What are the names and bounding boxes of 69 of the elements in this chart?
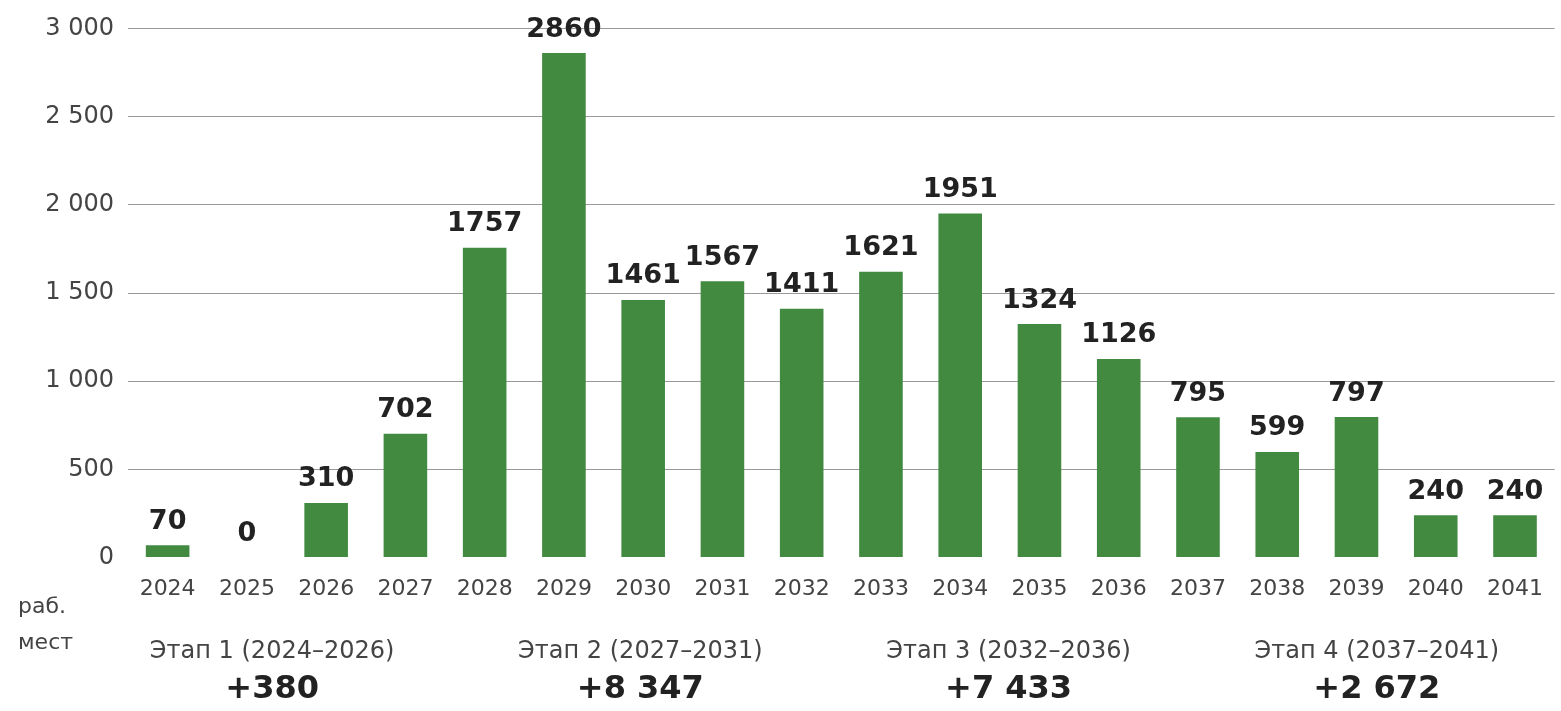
bar — [621, 299, 665, 558]
text: Этап 4 (2037–2041) — [1253, 636, 1501, 664]
data-label: 70 — [148, 503, 187, 535]
data-label: 1126 — [1081, 317, 1157, 349]
text: +380 — [224, 668, 320, 706]
text: Этап 1 (2024–2026) — [148, 636, 396, 664]
x-tick-label: 2025 — [218, 574, 275, 600]
x-tick-label: 2035 — [1011, 574, 1068, 600]
bar — [462, 247, 507, 558]
bar — [542, 53, 586, 558]
y-tick-label: 1 000 — [45, 365, 114, 394]
bar — [145, 545, 190, 558]
text: Этап 2 (2027–2031) — [517, 636, 764, 664]
bar — [1334, 417, 1379, 558]
data-label: 795 — [1169, 375, 1227, 407]
bar — [304, 502, 348, 558]
x-tick-label: 2033 — [852, 574, 909, 600]
bar — [938, 213, 982, 558]
data-label: 1621 — [843, 230, 919, 262]
x-tick-label: 2027 — [377, 574, 434, 600]
y-tick-label: 2 000 — [45, 189, 114, 218]
bar — [1493, 515, 1537, 558]
x-tick-label: 2040 — [1407, 574, 1464, 600]
x-tick-label: 2024 — [139, 574, 196, 600]
data-label: 599 — [1249, 410, 1306, 442]
data-label: 1757 — [447, 206, 523, 238]
y-tick-label: 500 — [68, 453, 114, 482]
data-label: 1951 — [922, 171, 998, 203]
x-tick-label: 2041 — [1487, 574, 1544, 600]
data-label: 240 — [1407, 473, 1464, 505]
data-label: 702 — [377, 392, 434, 424]
data-label: 1324 — [1001, 282, 1078, 314]
bar — [1176, 417, 1220, 558]
data-label: 2860 — [526, 11, 602, 43]
bar — [1255, 451, 1300, 558]
data-label: 240 — [1486, 473, 1544, 505]
y-tick-label: 3 000 — [45, 12, 114, 41]
x-tick-label: 2026 — [298, 574, 355, 600]
data-label: 1567 — [684, 239, 761, 271]
y-tick-label: 1 500 — [45, 277, 114, 306]
y-tick-label: 2 500 — [45, 100, 114, 129]
data-label: 0 — [237, 516, 257, 548]
data-label: 1461 — [605, 258, 681, 290]
bar — [859, 271, 903, 558]
bar — [383, 433, 428, 558]
bar — [700, 281, 745, 558]
x-tick-label: 2028 — [456, 574, 513, 600]
text: +2 672 — [1312, 668, 1442, 706]
text: +8 347 — [575, 668, 705, 706]
data-label: 310 — [297, 461, 355, 493]
bar — [779, 308, 824, 558]
bar — [1017, 324, 1062, 558]
text: Этап 3 (2032–2036) — [885, 636, 1132, 664]
x-tick-label: 2032 — [773, 574, 830, 600]
bar — [1096, 358, 1141, 558]
x-tick-label: 2031 — [694, 574, 751, 600]
x-tick-label: 2030 — [615, 574, 672, 600]
x-tick-label: 2034 — [932, 574, 989, 600]
data-label: 1411 — [764, 267, 840, 299]
x-tick-label: 2029 — [535, 574, 592, 600]
y-axis-title: раб. мест — [18, 592, 75, 656]
x-tick-label: 2037 — [1169, 574, 1226, 600]
x-tick-label: 2038 — [1249, 574, 1306, 600]
x-tick-label: 2036 — [1090, 574, 1147, 600]
data-label: 797 — [1328, 375, 1385, 407]
text: +7 433 — [944, 668, 1074, 706]
x-tick-label: 2039 — [1328, 574, 1385, 600]
y-tick-label: 0 — [98, 541, 114, 570]
bar — [1413, 515, 1458, 558]
